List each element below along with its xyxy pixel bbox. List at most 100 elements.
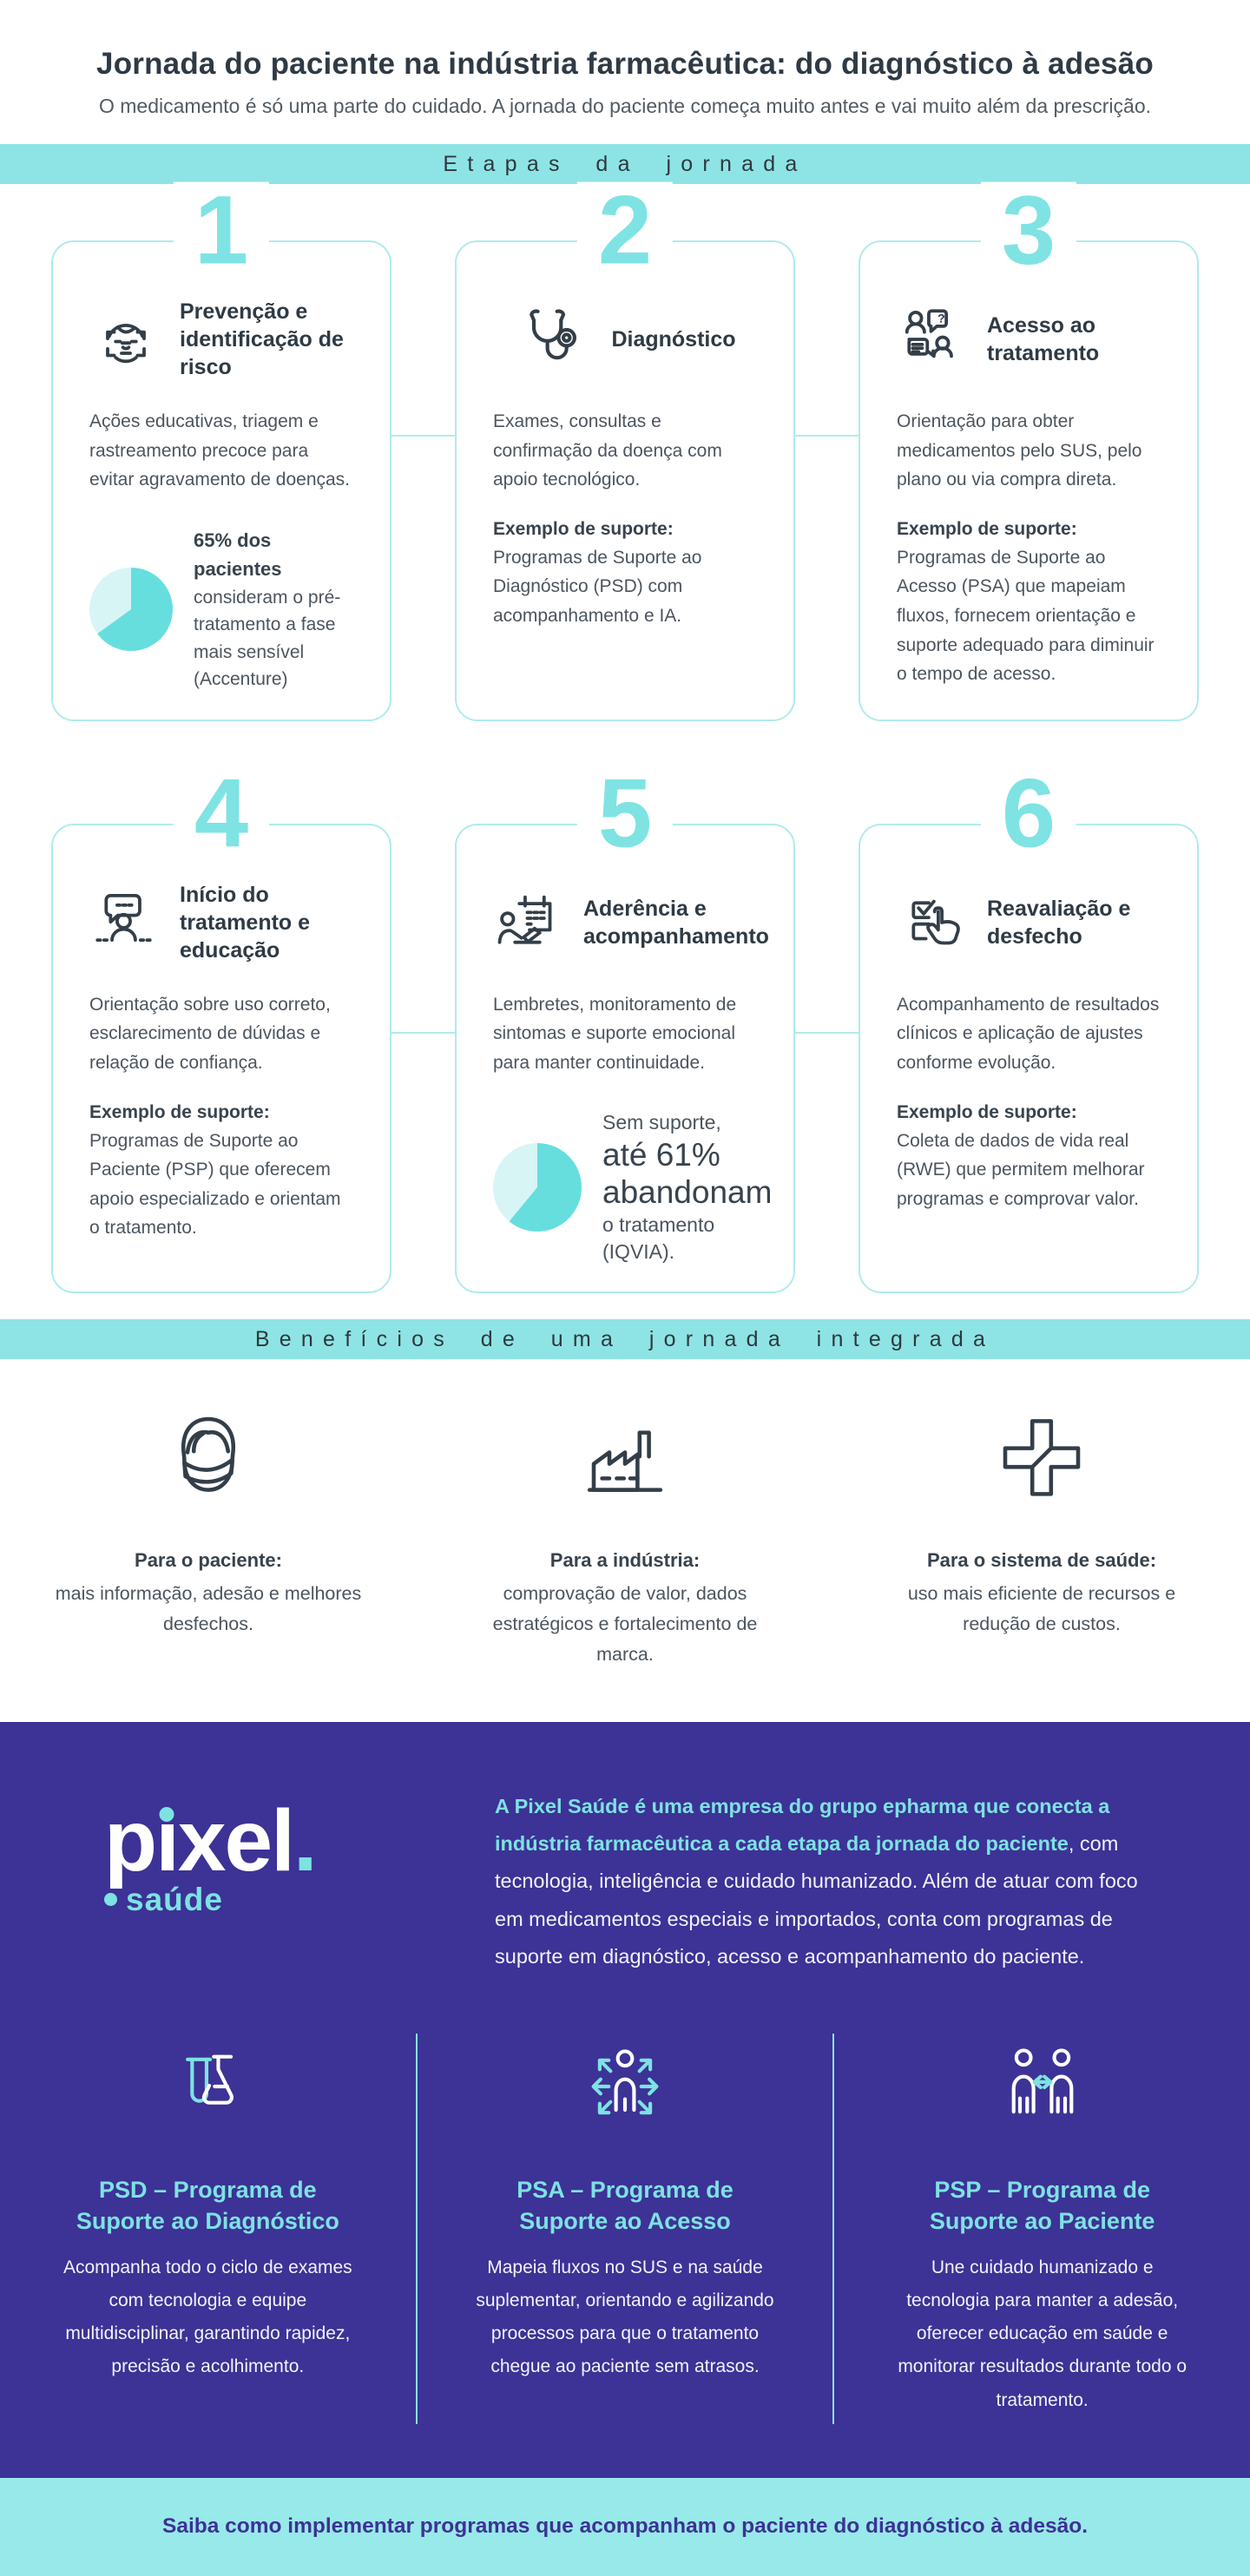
footer-cta-bar: Saiba como implementar programas que aco… — [0, 2477, 1250, 2576]
factory-icon — [587, 1430, 663, 1492]
benefit-patient: Para o paciente: mais informação, adesão… — [0, 1404, 417, 1669]
step-title: Prevenção e identificação de risco — [180, 299, 344, 379]
step-number-4: 4 — [173, 765, 270, 863]
program-text: Une cuidado humanizado e tecnologia para… — [898, 2257, 1188, 2410]
steps-banner: Etapas da jornada — [0, 144, 1250, 184]
steps-row-2: 4 Início do tratamento e educação Orient… — [51, 765, 1199, 1294]
logo-sub-text: saúde — [126, 1881, 223, 1917]
logo-i: ı — [155, 1791, 180, 1889]
brand-paragraph-highlight: A Pixel Saúde é uma empresa do grupo eph… — [495, 1794, 1110, 1855]
pixel-saude-logo: p ı xel. saúde — [104, 1788, 434, 1918]
example-text: Programas de Suporte ao Paciente (PSP) q… — [89, 1130, 341, 1239]
people-chat-icon: ? — [905, 309, 953, 358]
brand-paragraph-rest: , com tecnologia, inteligência e cuidado… — [495, 1831, 1138, 1968]
stat-rest: consideram o pré-tratamento a fase mais … — [194, 587, 341, 690]
two-people-arrow-icon — [1011, 2048, 1074, 2114]
step-3-header: ? Acesso ao tratamento — [897, 298, 1161, 381]
step-1-header: Prevenção e identificação de risco — [89, 298, 353, 381]
step-title: Reavaliação e desfecho — [987, 896, 1131, 949]
stat-big2: abandonam — [602, 1174, 773, 1211]
program-psd: PSD – Programa de Suporte ao Diagnóstico… — [0, 2034, 416, 2424]
step-title: Início do tratamento e educação — [180, 882, 311, 963]
svg-text:?: ? — [938, 312, 945, 326]
mask-face-icon — [181, 1416, 236, 1492]
testtube-flask-icon — [186, 2054, 234, 2105]
calendar-person-icon — [497, 895, 552, 944]
step-body: Lembretes, monitoramento de sintomas e s… — [493, 994, 737, 1073]
benefit-text: mais informação, adesão e melhores desfe… — [55, 1583, 362, 1634]
step-3-example: Exemplo de suporte: Programas de Suporte… — [897, 519, 1161, 689]
benefit-industry: Para a indústria: comprovação de valor, … — [417, 1404, 833, 1669]
program-title: PSP – Programa de Suporte ao Paciente — [929, 2176, 1155, 2235]
step-number-6: 6 — [980, 765, 1077, 863]
pie-chart-65 — [89, 568, 173, 652]
stat-big1: até 61% — [602, 1136, 720, 1173]
pie-chart-61 — [493, 1142, 582, 1232]
step-body: Orientação sobre uso correto, esclarecim… — [89, 994, 331, 1073]
example-label: Exemplo de suporte: — [493, 518, 674, 539]
logo-p: p — [104, 1791, 157, 1889]
step-body: Exames, consultas e confirmação da doenç… — [493, 411, 722, 490]
step-body: Acompanhamento de resultados clínicos e … — [897, 994, 1160, 1073]
program-text: Acompanha todo o ciclo de exames com tec… — [62, 2257, 352, 2377]
page-subtitle: O medicamento é só uma parte do cuidado.… — [98, 95, 1151, 117]
example-label: Exemplo de suporte: — [897, 1101, 1077, 1122]
stat-line1: Sem suporte, — [602, 1110, 721, 1134]
benefit-text: comprovação de valor, dados estratégicos… — [492, 1583, 758, 1665]
benefit-text: uso mais eficiente de recursos e redução… — [907, 1583, 1176, 1634]
example-label: Exemplo de suporte: — [897, 518, 1077, 539]
step-title: Diagnóstico — [611, 327, 736, 352]
speech-person-icon — [95, 893, 152, 942]
programs-row: PSD – Programa de Suporte ao Diagnóstico… — [0, 2033, 1250, 2424]
step-6-example: Exemplo de suporte: Coleta de dados de v… — [897, 1102, 1161, 1214]
program-title: PSD – Programa de Suporte ao Diagnóstico — [76, 2176, 339, 2235]
health-cross-icon — [1003, 1419, 1081, 1496]
steps-row-1: 1 Prevenção e identificação de risco Açõ… — [51, 181, 1199, 721]
step-card-4: 4 Início do tratamento e educação Orient… — [51, 765, 391, 1294]
logo-xel: xel — [177, 1791, 295, 1889]
benefit-label: Para a indústria: — [549, 1549, 701, 1572]
step-body: Ações educativas, triagem e rastreamento… — [89, 411, 351, 490]
example-text: Programas de Suporte ao Acesso (PSA) que… — [897, 547, 1155, 685]
step-2-example: Exemplo de suporte: Programas de Suporte… — [493, 519, 757, 631]
step-5-header: Aderência e acompanhamento — [493, 881, 769, 964]
step-card-6: 6 Reavaliação e desfecho Acompanhamento … — [859, 765, 1199, 1294]
step-4-header: Início do tratamento e educação — [89, 881, 353, 964]
step-4-example: Exemplo de suporte: Programas de Suporte… — [89, 1102, 353, 1243]
program-psa: PSA – Programa de Suporte ao Acesso Mape… — [415, 2033, 833, 2424]
logo-sub-dot-icon — [104, 1893, 117, 1906]
logo-wordmark: p ı xel. — [104, 1791, 434, 1889]
program-psp: PSP – Programa de Suporte ao Paciente Un… — [832, 2033, 1250, 2424]
person-arrows-icon — [591, 2049, 659, 2115]
step-number-3: 3 — [980, 181, 1077, 279]
card-connector — [391, 1031, 455, 1034]
stethoscope-icon — [530, 309, 577, 360]
card-connector — [795, 1031, 859, 1034]
step-2-header: Diagnóstico — [493, 298, 757, 381]
benefit-label: Para o paciente: — [135, 1549, 282, 1572]
header: Jornada do paciente na indústria farmacê… — [0, 0, 1250, 118]
logo-period: . — [293, 1791, 318, 1889]
step-number-5: 5 — [576, 765, 674, 863]
step-1-stat: 65% dos pacientes consideram o pré-trata… — [89, 526, 353, 693]
step-card-1: 1 Prevenção e identificação de risco Açõ… — [51, 181, 391, 721]
brand-section: p ı xel. saúde A Pixel Saúde é uma empresa… — [0, 1721, 1250, 2478]
checkbox-hand-icon — [911, 899, 960, 945]
brand-paragraph: A Pixel Saúde é uma empresa do grupo eph… — [495, 1788, 1155, 1976]
step-card-5: 5 Aderência e acompanhamento Lembretes, … — [455, 765, 795, 1294]
logo-subline: saúde — [104, 1882, 434, 1918]
step-card-2: 2 Diagnóstico Exames, consultas e confir… — [455, 181, 795, 721]
benefits-banner-label: Benefícios de uma jornada integrada — [254, 1326, 996, 1351]
step-5-stat: Sem suporte, até 61% abandonam o tratame… — [493, 1109, 772, 1265]
footer-cta-text: Saiba como implementar programas que aco… — [161, 2514, 1089, 2539]
benefit-label: Para o sistema de saúde: — [926, 1549, 1157, 1572]
benefit-health-system: Para o sistema de saúde: uso mais eficie… — [833, 1404, 1250, 1669]
stat-line2: o tratamento (IQVIA). — [602, 1212, 715, 1263]
step-number-2: 2 — [576, 181, 674, 279]
steps-banner-label: Etapas da jornada — [443, 151, 807, 176]
example-label: Exemplo de suporte: — [89, 1101, 270, 1122]
card-connector — [795, 435, 859, 437]
step-title: Acesso ao tratamento — [987, 313, 1100, 365]
step-number-1: 1 — [173, 181, 270, 279]
journey-steps: 1 Prevenção e identificação de risco Açõ… — [51, 181, 1199, 1294]
